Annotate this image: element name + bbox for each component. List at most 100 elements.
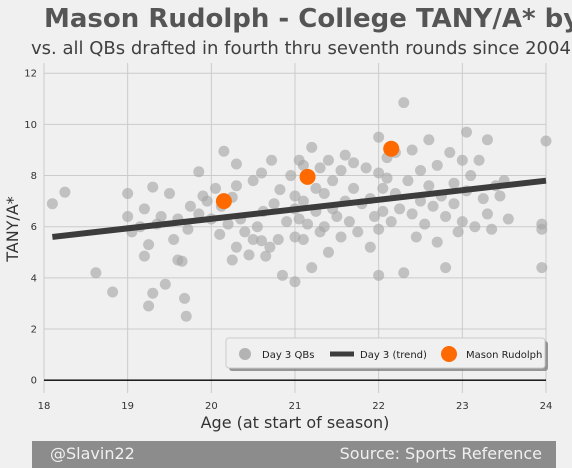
data-point [289, 190, 301, 202]
data-point [276, 269, 288, 281]
data-point [352, 226, 364, 238]
chart-subtitle: vs. all QBs drafted in fourth thru seven… [31, 38, 571, 59]
data-point [310, 182, 322, 194]
data-point [268, 198, 280, 210]
data-point [364, 241, 376, 253]
data-point [331, 210, 343, 222]
data-point [289, 276, 301, 288]
x-tick-label: 18 [38, 401, 51, 412]
data-point [377, 205, 389, 217]
data-point [147, 181, 159, 193]
x-ticks: 18 19 20 21 22 23 24 [38, 401, 553, 412]
data-point [193, 208, 205, 220]
legend: Day 3 QBs Day 3 (trend) Mason Rudolph [225, 337, 548, 371]
data-point [481, 208, 493, 220]
data-point [381, 172, 393, 184]
data-point [256, 167, 268, 179]
rudolph-point [383, 140, 400, 157]
data-point [230, 180, 242, 192]
data-point [373, 269, 385, 281]
data-point [377, 182, 389, 194]
scatter-points [46, 97, 552, 322]
rudolph-point [215, 193, 232, 210]
data-point [318, 187, 330, 199]
data-point [122, 187, 134, 199]
data-point [314, 162, 326, 174]
x-tick-label: 22 [372, 401, 385, 412]
data-point [465, 170, 477, 182]
data-point [427, 200, 439, 212]
data-point [297, 159, 309, 171]
data-point [179, 292, 191, 304]
trend-line [52, 177, 547, 240]
data-point [168, 234, 180, 246]
data-point [318, 221, 330, 233]
data-point [373, 131, 385, 143]
data-point [536, 218, 548, 230]
x-axis-label: Age (at start of season) [201, 413, 390, 432]
data-point [461, 126, 473, 138]
data-point [266, 154, 278, 166]
data-point [247, 175, 259, 187]
data-point [201, 195, 213, 207]
data-point [176, 255, 188, 267]
data-point [306, 262, 318, 274]
data-point [327, 175, 339, 187]
data-point [398, 267, 410, 279]
data-point [297, 234, 309, 246]
legend-marker-day3 [239, 348, 251, 360]
y-tick-label: 12 [24, 69, 37, 80]
data-point [274, 184, 286, 196]
data-point [540, 135, 552, 147]
data-point [230, 241, 242, 253]
data-point [444, 147, 456, 159]
data-point [285, 170, 297, 182]
rudolph-point [299, 168, 316, 185]
chart: Mason Rudolph - College TANY/A* by Age v… [3, 4, 572, 432]
data-point [164, 187, 175, 199]
data-point [448, 198, 460, 210]
data-point [339, 149, 351, 161]
data-point [469, 221, 481, 233]
data-point [59, 186, 71, 198]
trend-line-group [52, 177, 547, 240]
data-point [289, 231, 301, 243]
data-point [373, 167, 385, 179]
x-tick-label: 19 [121, 401, 134, 412]
legend-label-rudolph: Mason Rudolph [466, 350, 542, 361]
y-tick-label: 2 [31, 325, 37, 336]
chart-title: Mason Rudolph - College TANY/A* by Age [44, 4, 572, 34]
data-point [143, 300, 155, 312]
data-point [360, 162, 372, 174]
data-point [473, 154, 485, 166]
x-tick-label: 23 [456, 401, 469, 412]
data-point [322, 154, 334, 166]
data-point [138, 203, 150, 215]
data-point [415, 195, 426, 207]
data-point [107, 286, 119, 298]
data-point [260, 250, 272, 262]
data-point [373, 223, 385, 235]
data-point [481, 134, 493, 146]
data-point [272, 234, 284, 246]
data-point [335, 164, 347, 176]
data-point [193, 166, 205, 178]
data-point [410, 231, 422, 243]
data-point [348, 157, 360, 169]
data-point [440, 210, 452, 222]
data-point [226, 254, 238, 266]
data-point [335, 231, 347, 243]
y-tick-label: 8 [31, 171, 37, 182]
data-point [456, 154, 468, 166]
data-point [348, 182, 360, 194]
data-point [368, 210, 380, 222]
x-tick-label: 24 [540, 401, 553, 412]
rudolph-points [215, 140, 400, 210]
data-point [155, 210, 167, 222]
data-point [180, 310, 192, 322]
data-point [431, 236, 443, 248]
footer-bar: @Slavin22 Source: Sports Reference [32, 441, 556, 468]
data-point [406, 144, 418, 156]
data-point [251, 221, 263, 233]
data-point [147, 287, 159, 299]
